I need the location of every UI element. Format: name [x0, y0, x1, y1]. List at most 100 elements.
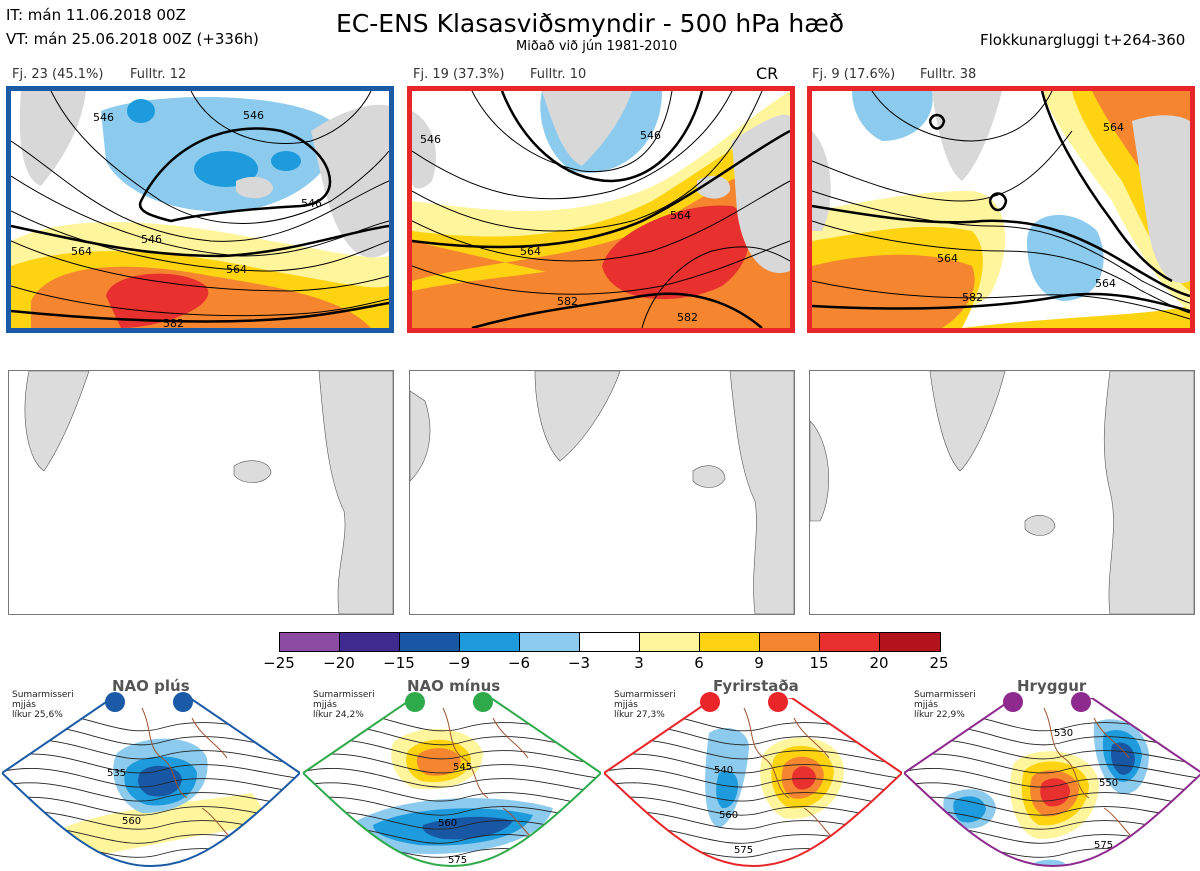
- colorbar-swatch: [880, 633, 940, 651]
- regime-period: mjjás: [313, 700, 337, 710]
- regime-contour-label: 530: [1054, 728, 1073, 739]
- regime-name: Fyrirstaða: [713, 677, 799, 695]
- cluster-3-label: Fj. 9 (17.6%): [812, 67, 896, 82]
- empty-map-3: [809, 370, 1195, 615]
- contour-label: 582: [677, 311, 698, 324]
- it-line: IT: mán 11.06.2018 00Z: [6, 6, 186, 24]
- cluster-2-anomaly-map: 546 564 564 582 582 546: [412, 91, 790, 328]
- regime-likelihood: líkur 25,6%: [12, 710, 63, 720]
- vt-line: VT: mán 25.06.2018 00Z (+336h): [6, 30, 259, 48]
- contour-label: 582: [557, 295, 578, 308]
- cluster-1-representative: Fulltr. 12: [130, 67, 187, 82]
- land-outline-map: [24, 371, 393, 614]
- contour-label: 546: [420, 133, 441, 146]
- colorbar-tick-label: 6: [694, 654, 704, 672]
- contour-label: 564: [1103, 121, 1124, 134]
- contour-label: 564: [1095, 277, 1116, 290]
- cluster-3-anomaly-map: 564 564 564 582: [812, 91, 1190, 328]
- regime-contour-label: 560: [122, 816, 141, 827]
- colorbar-tick-label: 20: [869, 654, 889, 672]
- page-subtitle: Miðað við jún 1981-2010: [516, 39, 678, 54]
- regime-period: mjjás: [914, 700, 938, 710]
- regime-map: 540 560 575: [604, 698, 902, 868]
- regime-period: mjjás: [614, 700, 638, 710]
- cluster-1-map: 546 546 564 564 582 546 546: [6, 86, 394, 333]
- regime-season: Sumarmisseri: [914, 690, 976, 700]
- regime-contour-label: 535: [107, 768, 126, 779]
- regime-marker-dot: [173, 692, 193, 712]
- colorbar-tick-label: −20: [323, 654, 355, 672]
- regime-marker-dot: [700, 692, 720, 712]
- colorbar-tick-label: −15: [383, 654, 415, 672]
- contour-label: 564: [937, 252, 958, 265]
- colorbar: [279, 632, 941, 652]
- colorbar-swatch: [340, 633, 400, 651]
- cluster-2-map: 546 564 564 582 582 546: [407, 86, 795, 333]
- contour-label: 546: [141, 233, 162, 246]
- contour-label: 582: [163, 317, 184, 328]
- regime-contour-label: 560: [438, 818, 457, 829]
- colorbar-tick-label: −25: [263, 654, 295, 672]
- regime-contour-label: 575: [734, 845, 753, 856]
- regime-marker-dot: [1071, 692, 1091, 712]
- regime-season: Sumarmisseri: [313, 690, 375, 700]
- contour-label: 564: [71, 245, 92, 258]
- contour-label: 564: [520, 245, 541, 258]
- colorbar-tick-label: 9: [754, 654, 764, 672]
- land-outline-map: [810, 371, 1194, 614]
- colorbar-swatch: [580, 633, 640, 651]
- contour-label: 546: [243, 109, 264, 122]
- land-outline-map: [410, 371, 794, 614]
- regime-contour-label: 545: [453, 762, 472, 773]
- regime-marker-dot: [405, 692, 425, 712]
- regime-marker-dot: [1003, 692, 1023, 712]
- regime-season: Sumarmisseri: [614, 690, 676, 700]
- regime-map: 535 560: [2, 698, 300, 868]
- contour-label: 546: [640, 129, 661, 142]
- regime-contour-label: 550: [1099, 778, 1118, 789]
- regime-likelihood: líkur 27,3%: [614, 710, 665, 720]
- regime-contour-label: 575: [1094, 840, 1113, 851]
- cluster-1-anomaly-map: 546 546 564 564 582 546 546: [11, 91, 389, 328]
- colorbar-tick-label: −6: [507, 654, 531, 672]
- regime-marker-dot: [105, 692, 125, 712]
- colorbar-swatch: [400, 633, 460, 651]
- cluster-2-regime: CR: [756, 64, 779, 83]
- regime-name: Hryggur: [1017, 677, 1087, 695]
- colorbar-swatch: [820, 633, 880, 651]
- regime-contour-label: 560: [719, 810, 738, 821]
- colorbar-tick-label: −3: [567, 654, 591, 672]
- regime-contour-label: 540: [714, 765, 733, 776]
- regime-map: 545 560 575: [303, 698, 601, 868]
- window-label: Flokkunargluggi t+264-360: [980, 31, 1186, 49]
- regime-season: Sumarmisseri: [12, 690, 74, 700]
- colorbar-tick-label: 3: [634, 654, 644, 672]
- colorbar-tick-label: 25: [929, 654, 949, 672]
- page-title: EC-ENS Klasasviðsmyndir - 500 hPa hæð: [336, 9, 845, 38]
- regime-likelihood: líkur 24,2%: [313, 710, 364, 720]
- colorbar-swatch: [700, 633, 760, 651]
- colorbar-tick-label: −9: [447, 654, 471, 672]
- regime-contour-label: 575: [448, 855, 467, 866]
- colorbar-tick-label: 15: [809, 654, 829, 672]
- regime-period: mjjás: [12, 700, 36, 710]
- contour-label: 564: [670, 209, 691, 222]
- regime-marker-dot: [768, 692, 788, 712]
- contour-label: 582: [962, 291, 983, 304]
- regime-marker-dot: [473, 692, 493, 712]
- colorbar-swatch: [520, 633, 580, 651]
- contour-label: 546: [93, 111, 114, 124]
- cluster-3-map: 564 564 564 582: [807, 86, 1195, 333]
- colorbar-swatch: [760, 633, 820, 651]
- regime-name: NAO mínus: [407, 677, 501, 695]
- regime-name: NAO plús: [112, 677, 190, 695]
- colorbar-swatch: [460, 633, 520, 651]
- empty-map-1: [8, 370, 394, 615]
- cluster-2-representative: Fulltr. 10: [530, 67, 587, 82]
- empty-map-2: [409, 370, 795, 615]
- cluster-1-label: Fj. 23 (45.1%): [12, 67, 104, 82]
- cluster-2-label: Fj. 19 (37.3%): [413, 67, 505, 82]
- contour-label: 564: [226, 263, 247, 276]
- regime-map: 530 550 575: [904, 698, 1200, 868]
- regime-likelihood: líkur 22,9%: [914, 710, 965, 720]
